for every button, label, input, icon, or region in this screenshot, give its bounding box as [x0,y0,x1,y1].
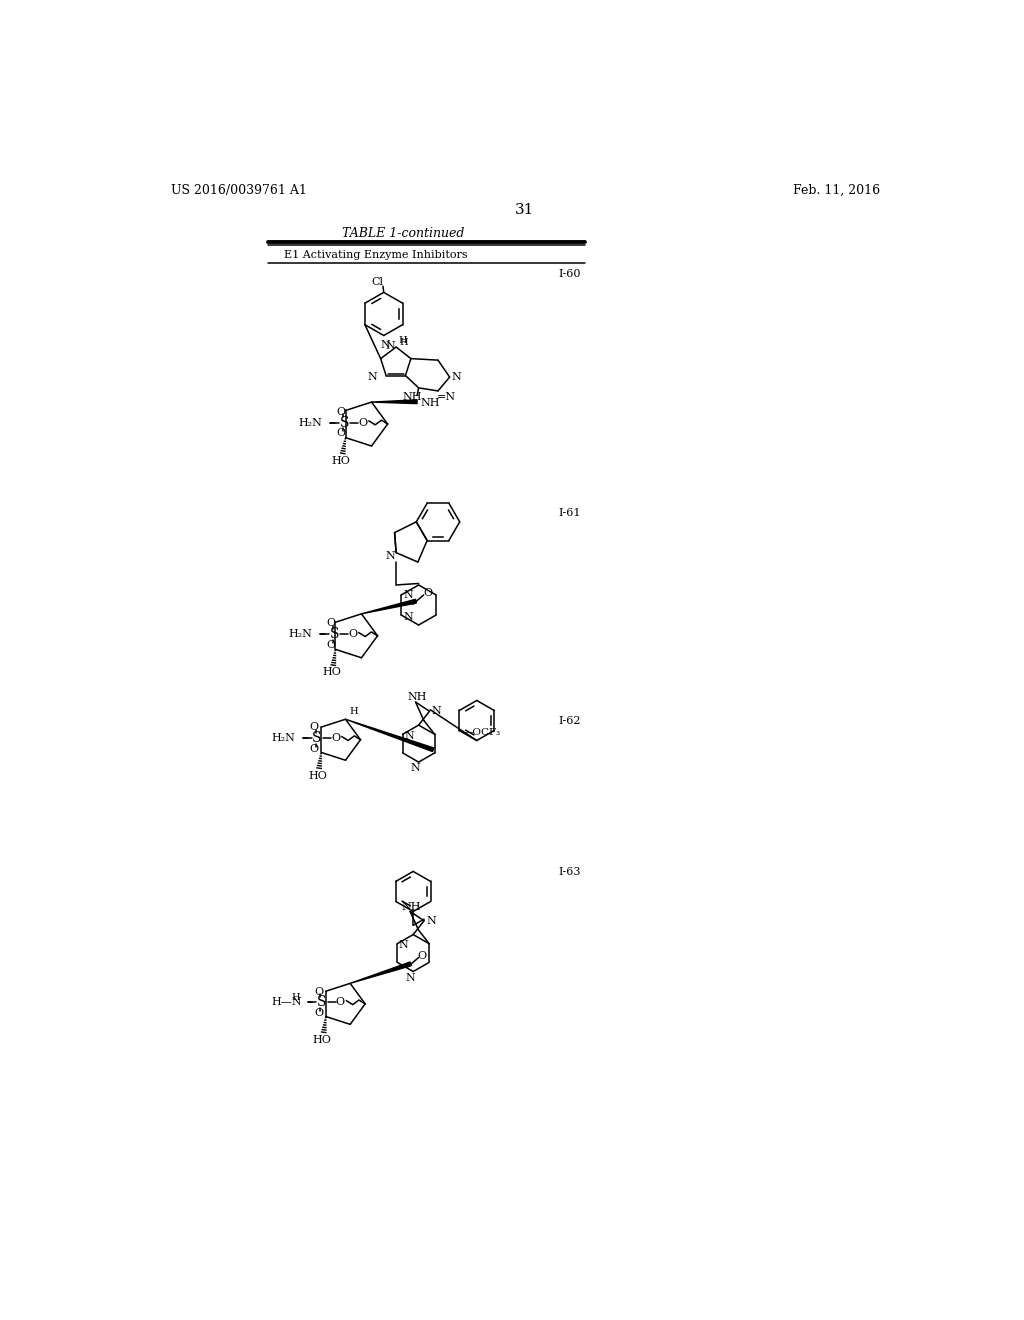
Text: N: N [404,731,414,741]
Text: O: O [327,640,336,649]
Text: O: O [309,722,318,733]
Text: S: S [317,995,327,1010]
Text: S: S [312,731,322,746]
Text: H: H [349,708,358,715]
Text: N: N [386,342,395,351]
Polygon shape [372,400,417,404]
Text: Feb. 11, 2016: Feb. 11, 2016 [793,185,880,197]
Text: N: N [452,372,462,381]
Text: I-60: I-60 [558,269,581,279]
Text: I-61: I-61 [558,508,581,517]
Polygon shape [361,599,417,614]
Text: O: O [417,952,426,961]
Text: N: N [398,940,409,950]
Text: O: O [337,428,346,438]
Text: H₂N: H₂N [289,630,312,639]
Text: NH: NH [420,399,439,408]
Text: N: N [432,706,441,717]
Text: O: O [331,733,340,743]
Text: H₂N: H₂N [299,417,323,428]
Text: O: O [327,619,336,628]
Text: O: O [348,630,357,639]
Text: N: N [411,763,421,774]
Text: HO: HO [323,668,341,677]
Text: H: H [399,338,408,347]
Text: N: N [380,339,390,350]
Text: O: O [314,986,324,997]
Text: Cl: Cl [372,277,384,286]
Text: NH: NH [401,902,422,912]
Text: NH: NH [402,392,422,403]
Text: I-62: I-62 [558,715,581,726]
Polygon shape [350,962,412,983]
Polygon shape [345,719,434,751]
Text: E1 Activating Enzyme Inhibitors: E1 Activating Enzyme Inhibitors [285,251,468,260]
Text: H₂N: H₂N [271,733,295,743]
Text: N: N [406,973,415,982]
Text: N: N [403,590,414,601]
Text: S: S [330,627,339,642]
Text: H: H [292,993,300,1002]
Text: H—N: H—N [271,998,302,1007]
Text: H: H [398,337,408,346]
Text: O: O [309,744,318,754]
Text: N: N [385,550,395,561]
Text: HO: HO [312,1035,332,1044]
Text: TABLE 1-continued: TABLE 1-continued [342,227,464,240]
Text: I-63: I-63 [558,867,581,878]
Text: NH: NH [408,693,427,702]
Text: O: O [314,1008,324,1018]
Text: O: O [336,998,345,1007]
Text: N: N [403,611,414,622]
Text: =N: =N [436,392,456,403]
Text: 31: 31 [515,203,535,216]
Text: O: O [337,407,346,417]
Text: O: O [358,417,368,428]
Text: N: N [367,372,377,381]
Text: HO: HO [332,455,350,466]
Text: —OCF₃: —OCF₃ [463,727,501,737]
Text: S: S [340,416,349,429]
Text: N: N [426,916,436,925]
Text: O: O [424,589,433,598]
Text: HO: HO [308,771,327,780]
Text: US 2016/0039761 A1: US 2016/0039761 A1 [171,185,306,197]
